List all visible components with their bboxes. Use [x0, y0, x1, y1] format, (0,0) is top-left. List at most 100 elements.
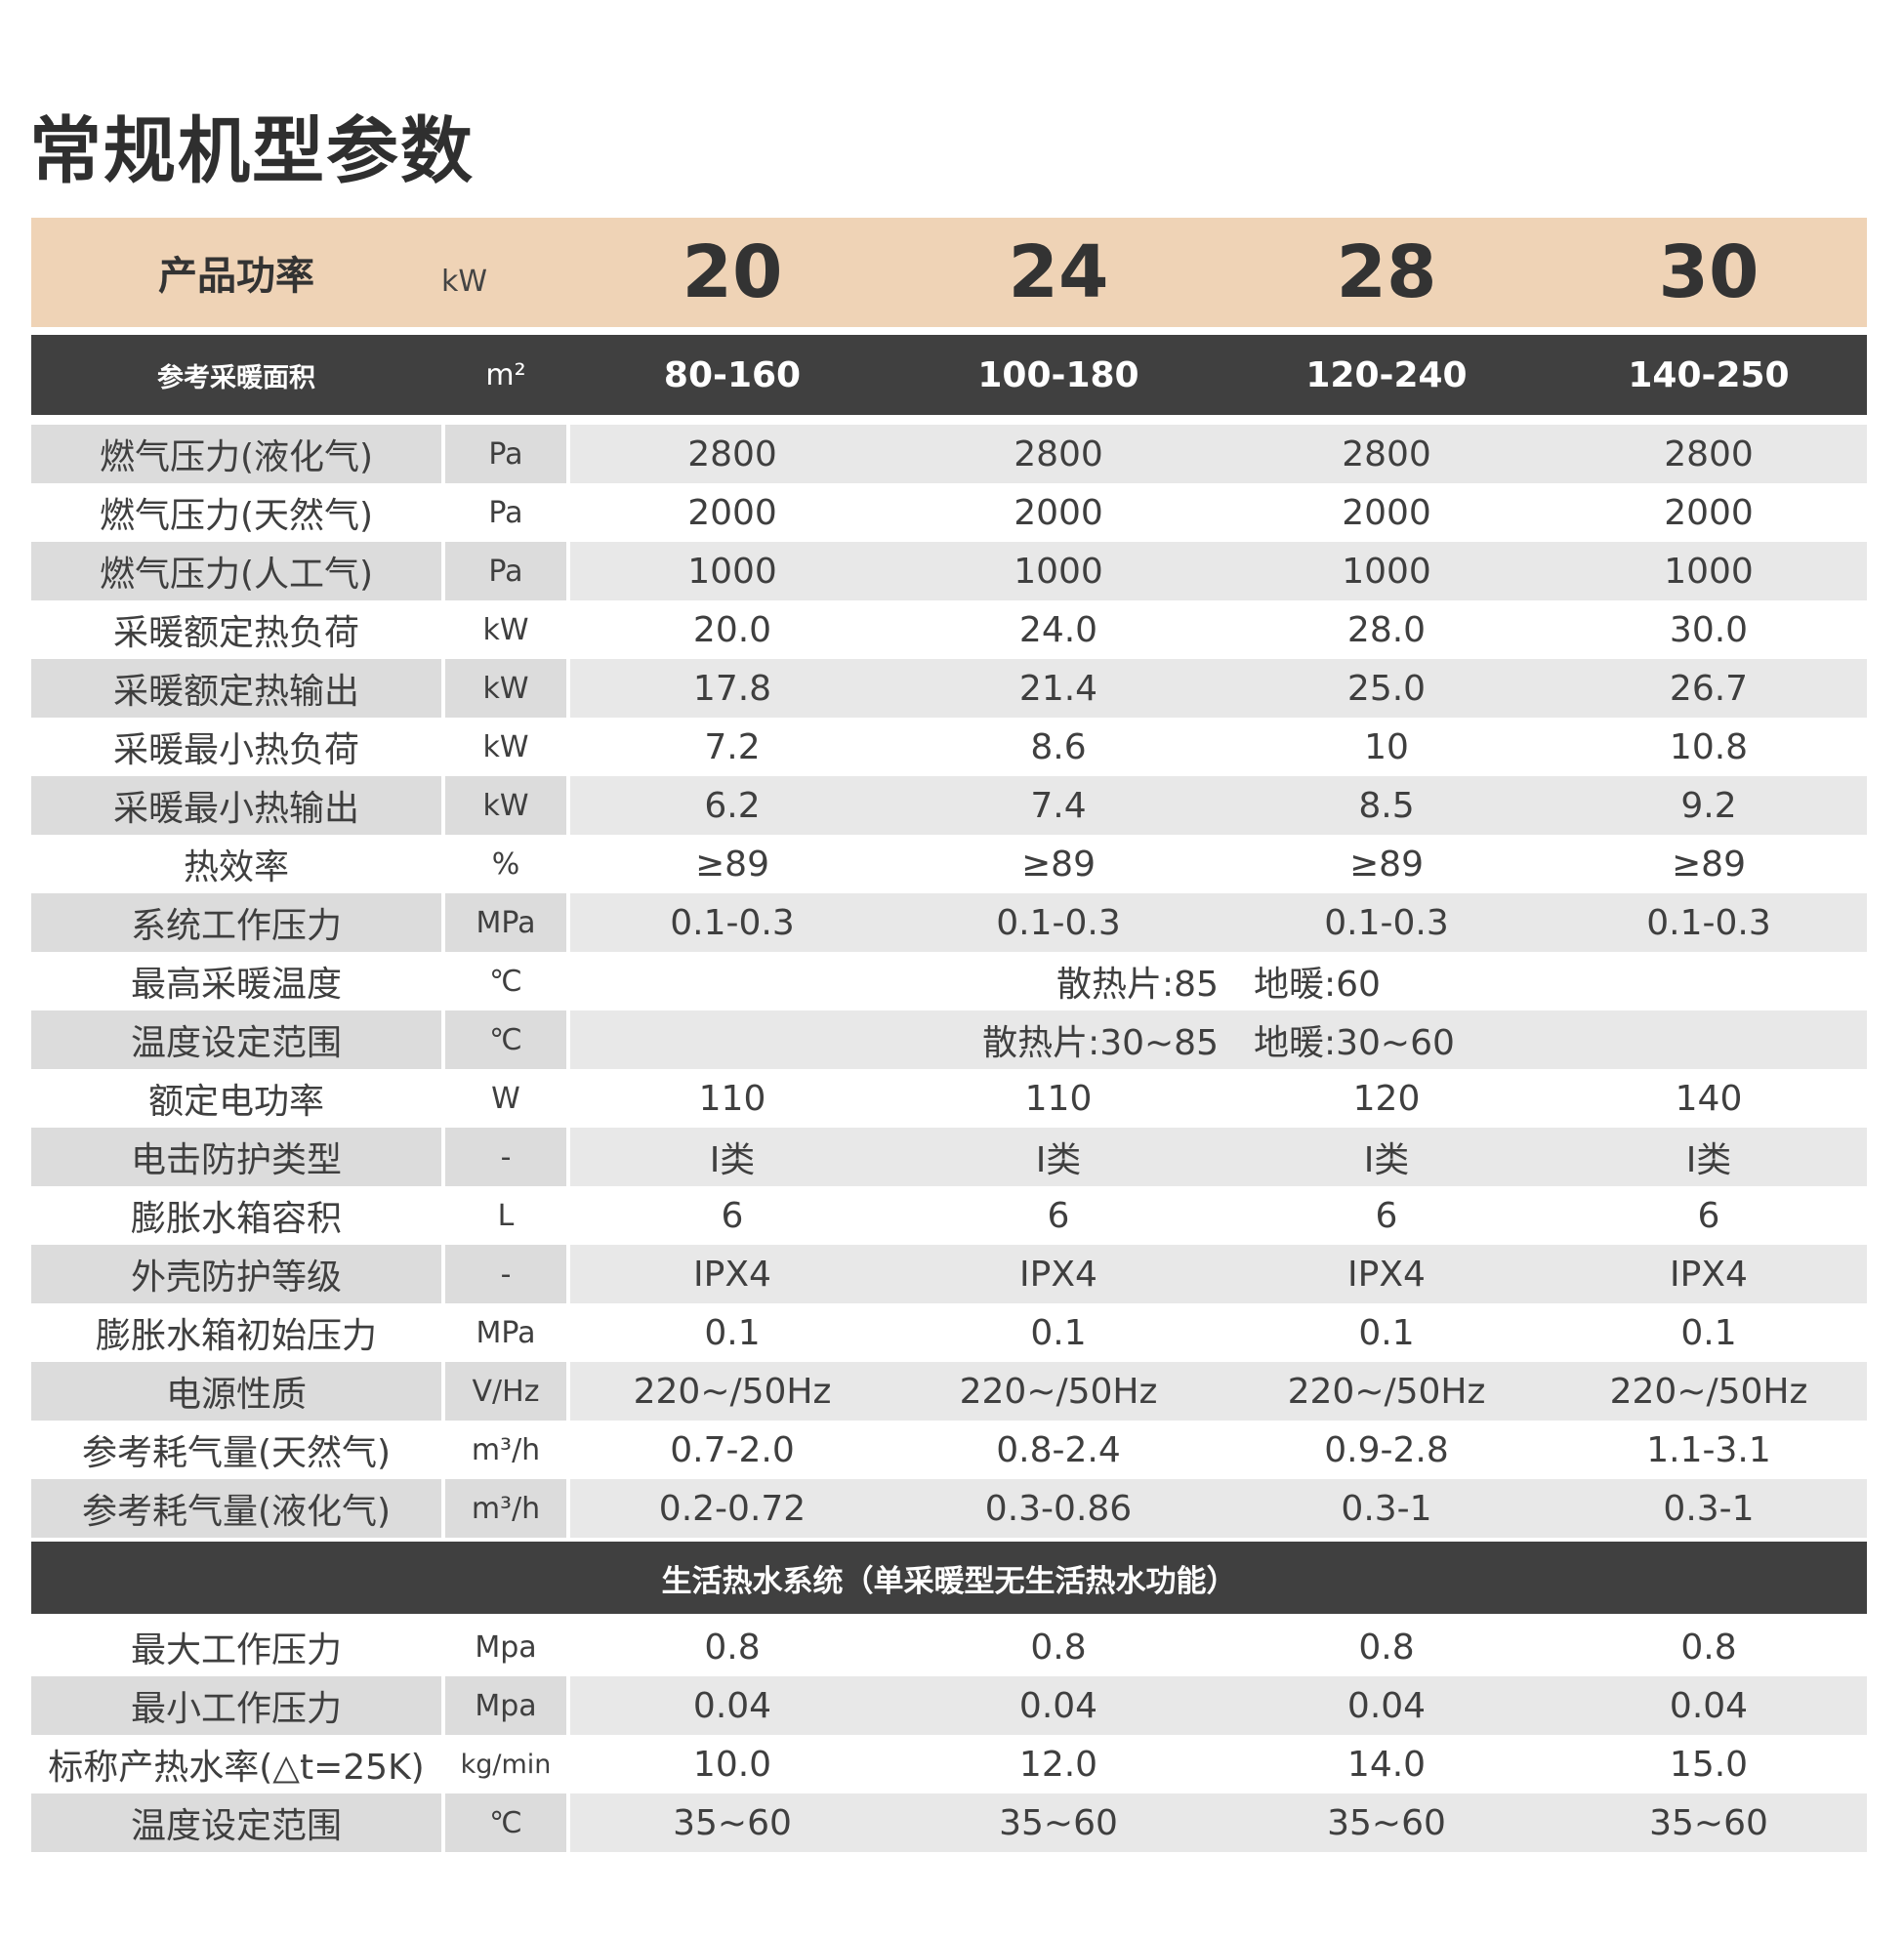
table-row: 燃气压力(人工气) Pa 1000 1000 1000 1000 [31, 542, 1867, 600]
row-label: 电击防护类型 [31, 1128, 441, 1186]
row-label: 参考耗气量(天然气) [81, 1433, 392, 1473]
area-value: 100-180 [977, 354, 1139, 395]
row-unit: MPa [441, 893, 570, 952]
row-value: 35~60 [1649, 1802, 1768, 1843]
row-value: 25.0 [1346, 668, 1427, 709]
row-value: 1.1-3.1 [1646, 1429, 1771, 1470]
row-value: 0.8 [1358, 1627, 1415, 1668]
table-row: 标称产热水率(△t=25K) kg/min 10.0 12.0 14.0 15.… [31, 1735, 1867, 1793]
row-value: 2800 [1342, 433, 1431, 474]
row-unit: kW [441, 718, 570, 776]
row-value: 0.1 [1358, 1312, 1415, 1353]
row-value: I类 [1035, 1140, 1082, 1180]
row-value: 9.2 [1680, 785, 1737, 826]
power-row: 产品功率 kW 20 24 28 30 [31, 218, 1867, 327]
row-value: 2800 [1014, 433, 1103, 474]
row-label: 采暖额定热负荷 [112, 613, 359, 653]
power-value: 20 [682, 230, 783, 314]
row-value: 15.0 [1669, 1744, 1749, 1785]
row-span-value: 散热片:30~85 地暖:30~60 [982, 1023, 1455, 1063]
row-span-value: 散热片:85 地暖:60 [1056, 965, 1381, 1005]
row-label: 最高采暖温度 [130, 965, 342, 1005]
row-value: I类 [1363, 1140, 1410, 1180]
row-value: ≥89 [1672, 844, 1746, 885]
row-value: 35~60 [673, 1802, 792, 1843]
row-label: 燃气压力(液化气) [31, 425, 441, 483]
table-row: 燃气压力(天然气) Pa 2000 2000 2000 2000 [31, 483, 1867, 542]
row-value: I类 [1685, 1140, 1732, 1180]
row-unit: Pa [441, 542, 570, 600]
row-value: 2000 [1664, 492, 1754, 533]
row-value: IPX4 [693, 1254, 771, 1295]
row-unit: Pa [441, 425, 570, 483]
row-unit: kW [441, 600, 570, 659]
row-label: 燃气压力(天然气) [99, 496, 374, 536]
row-value: 0.04 [1018, 1685, 1098, 1726]
row-value: 0.1 [1680, 1312, 1737, 1353]
row-label: 最大工作压力 [130, 1630, 342, 1670]
row-value: 28.0 [1346, 609, 1427, 650]
row-unit: W [441, 1069, 570, 1128]
table-row: 膨胀水箱容积 L 6 6 6 6 [31, 1186, 1867, 1245]
table-row: 参考耗气量(天然气) m³/h 0.7-2.0 0.8-2.4 0.9-2.8 … [31, 1421, 1867, 1479]
row-value: IPX4 [1347, 1254, 1426, 1295]
row-value: 0.9-2.8 [1324, 1429, 1449, 1470]
table-row: 电源性质 V/Hz 220~/50Hz 220~/50Hz 220~/50Hz … [31, 1362, 1867, 1421]
table-row: 采暖额定热输出 kW 17.8 21.4 25.0 26.7 [31, 659, 1867, 718]
row-value: IPX4 [1670, 1254, 1748, 1295]
table-row: 系统工作压力 MPa 0.1-0.3 0.1-0.3 0.1-0.3 0.1-0… [31, 893, 1867, 952]
area-value: 120-240 [1305, 354, 1468, 395]
row-unit: kW [441, 659, 570, 718]
row-value: 6 [1375, 1195, 1398, 1236]
row-value: 7.4 [1030, 785, 1087, 826]
table-row: 采暖额定热负荷 kW 20.0 24.0 28.0 30.0 [31, 600, 1867, 659]
row-value: 220~/50Hz [1609, 1371, 1808, 1412]
row-unit: MPa [441, 1303, 570, 1362]
row-value: 0.3-0.86 [984, 1488, 1133, 1529]
row-label: 温度设定范围 [31, 1793, 441, 1852]
row-value: 35~60 [1327, 1802, 1446, 1843]
table-row: 电击防护类型 - I类 I类 I类 I类 [31, 1128, 1867, 1186]
row-label: 燃气压力(人工气) [31, 542, 441, 600]
area-value: 80-160 [663, 354, 802, 395]
row-label: 标称产热水率(△t=25K) [48, 1748, 425, 1788]
power-value: 28 [1336, 230, 1437, 314]
row-label: 电源性质 [31, 1362, 441, 1421]
table-row: 最大工作压力 Mpa 0.8 0.8 0.8 0.8 [31, 1618, 1867, 1676]
row-unit: ℃ [441, 1010, 570, 1069]
row-value: 6 [721, 1195, 744, 1236]
table-row: 温度设定范围 ℃ 散热片:30~85 地暖:30~60 [31, 1010, 1867, 1069]
row-value: 20.0 [692, 609, 772, 650]
row-label: 额定电功率 [147, 1082, 324, 1122]
row-value: 6.2 [704, 785, 761, 826]
row-value: 1000 [1014, 551, 1103, 592]
spec-table: 产品功率 kW 20 24 28 30 参考采暖面积 m² 80-160 100… [31, 218, 1867, 1852]
row-value: 110 [698, 1078, 766, 1119]
row-value: 220~/50Hz [959, 1371, 1158, 1412]
row-value: 0.04 [1669, 1685, 1749, 1726]
row-value: 0.1-0.3 [1324, 902, 1449, 943]
row-value: IPX4 [1019, 1254, 1097, 1295]
row-value: 0.04 [1346, 1685, 1427, 1726]
row-value: 0.3-1 [1663, 1488, 1755, 1529]
row-value: 0.2-0.72 [658, 1488, 807, 1529]
row-value: 8.5 [1358, 785, 1415, 826]
row-unit: - [441, 1128, 570, 1186]
row-unit: m³/h [441, 1421, 570, 1479]
row-value: 10.8 [1669, 726, 1749, 767]
row-value: 2000 [1014, 492, 1103, 533]
row-label: 热效率 [183, 847, 289, 887]
row-value: 2000 [1342, 492, 1431, 533]
row-value: 220~/50Hz [633, 1371, 832, 1412]
power-label: 产品功率 [158, 254, 314, 299]
row-value: 0.1-0.3 [1646, 902, 1771, 943]
row-value: 30.0 [1669, 609, 1749, 650]
row-value: 140 [1675, 1078, 1743, 1119]
row-value: 1000 [687, 551, 777, 592]
row-value: 35~60 [999, 1802, 1118, 1843]
row-value: 2800 [687, 433, 777, 474]
table-row: 额定电功率 W 110 110 120 140 [31, 1069, 1867, 1128]
row-value: 1000 [1664, 551, 1754, 592]
table-row: 温度设定范围 ℃ 35~60 35~60 35~60 35~60 [31, 1793, 1867, 1852]
area-value: 140-250 [1628, 354, 1790, 395]
